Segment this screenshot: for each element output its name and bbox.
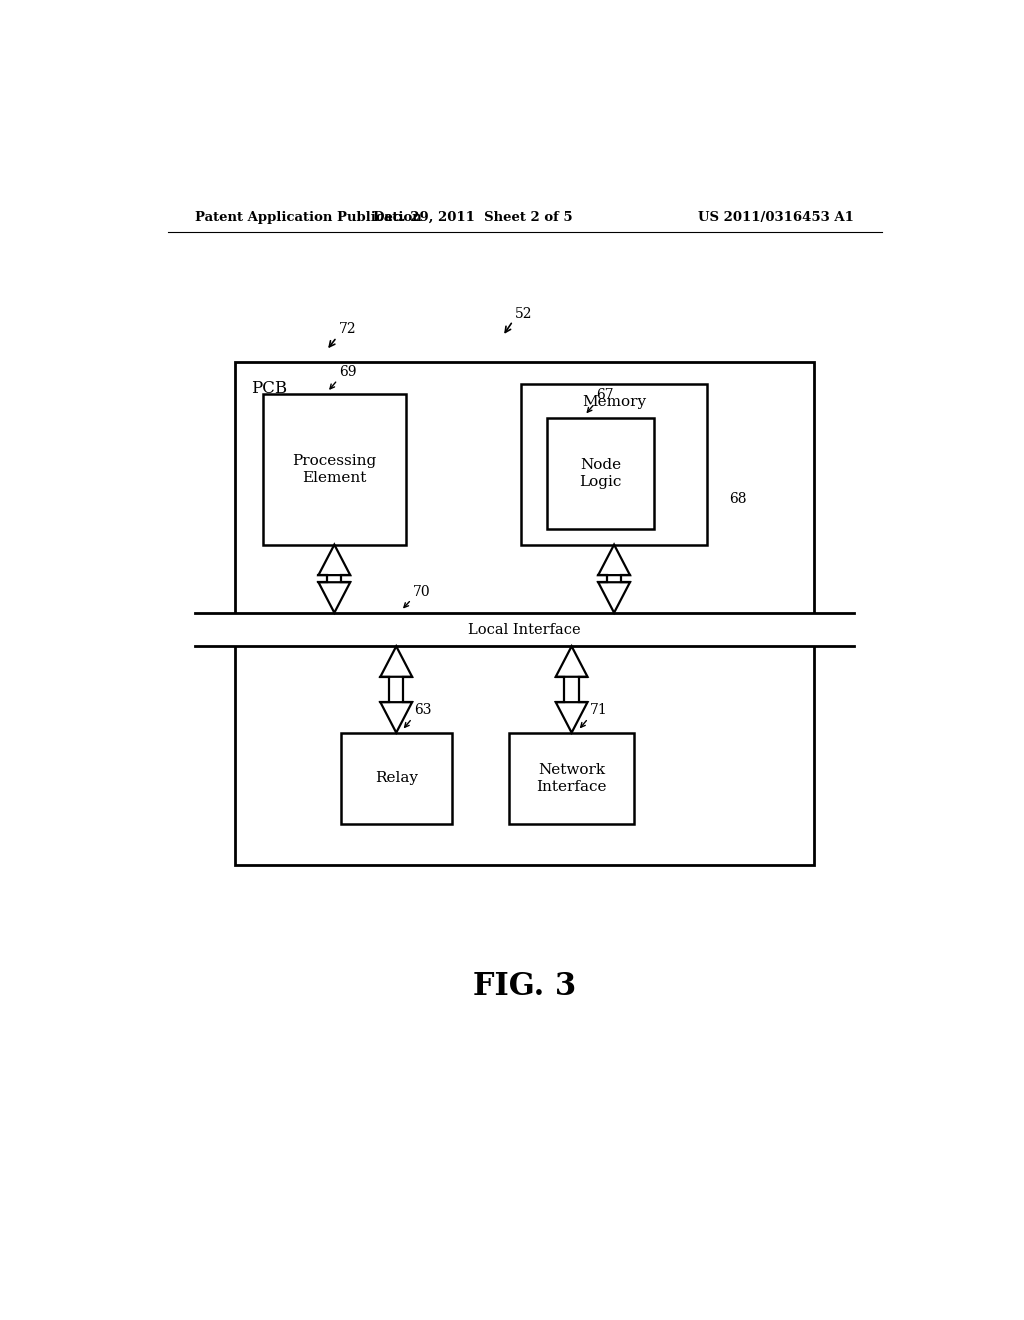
Polygon shape <box>380 702 412 733</box>
Bar <box>389 677 403 702</box>
Polygon shape <box>318 582 350 612</box>
Text: 67: 67 <box>596 388 614 403</box>
Polygon shape <box>318 545 350 576</box>
Bar <box>509 733 634 824</box>
Text: 63: 63 <box>414 704 431 718</box>
Text: Local Interface: Local Interface <box>469 623 581 636</box>
Text: 52: 52 <box>515 308 532 321</box>
Text: 70: 70 <box>413 585 430 598</box>
Bar <box>328 576 341 582</box>
Text: Node
Logic: Node Logic <box>580 458 622 488</box>
Text: Network
Interface: Network Interface <box>537 763 607 793</box>
Text: Dec. 29, 2011  Sheet 2 of 5: Dec. 29, 2011 Sheet 2 of 5 <box>374 211 573 224</box>
Polygon shape <box>556 702 588 733</box>
Text: Processing
Element: Processing Element <box>292 454 377 484</box>
Text: 68: 68 <box>729 492 746 506</box>
Polygon shape <box>598 545 630 576</box>
Text: Relay: Relay <box>375 771 418 785</box>
Bar <box>341 733 452 824</box>
Text: 69: 69 <box>339 364 356 379</box>
Bar <box>607 576 622 582</box>
Bar <box>521 384 708 545</box>
Bar <box>196 612 854 647</box>
Polygon shape <box>380 647 412 677</box>
Bar <box>236 362 814 865</box>
Bar <box>564 677 579 702</box>
Text: Patent Application Publication: Patent Application Publication <box>196 211 422 224</box>
Text: Memory: Memory <box>582 395 646 409</box>
Text: US 2011/0316453 A1: US 2011/0316453 A1 <box>698 211 854 224</box>
Polygon shape <box>598 582 630 612</box>
Text: PCB: PCB <box>251 380 287 396</box>
Bar <box>263 395 406 545</box>
Bar <box>547 417 654 529</box>
Text: 72: 72 <box>339 322 356 337</box>
Text: FIG. 3: FIG. 3 <box>473 972 577 1002</box>
Polygon shape <box>556 647 588 677</box>
Text: 71: 71 <box>590 704 607 718</box>
